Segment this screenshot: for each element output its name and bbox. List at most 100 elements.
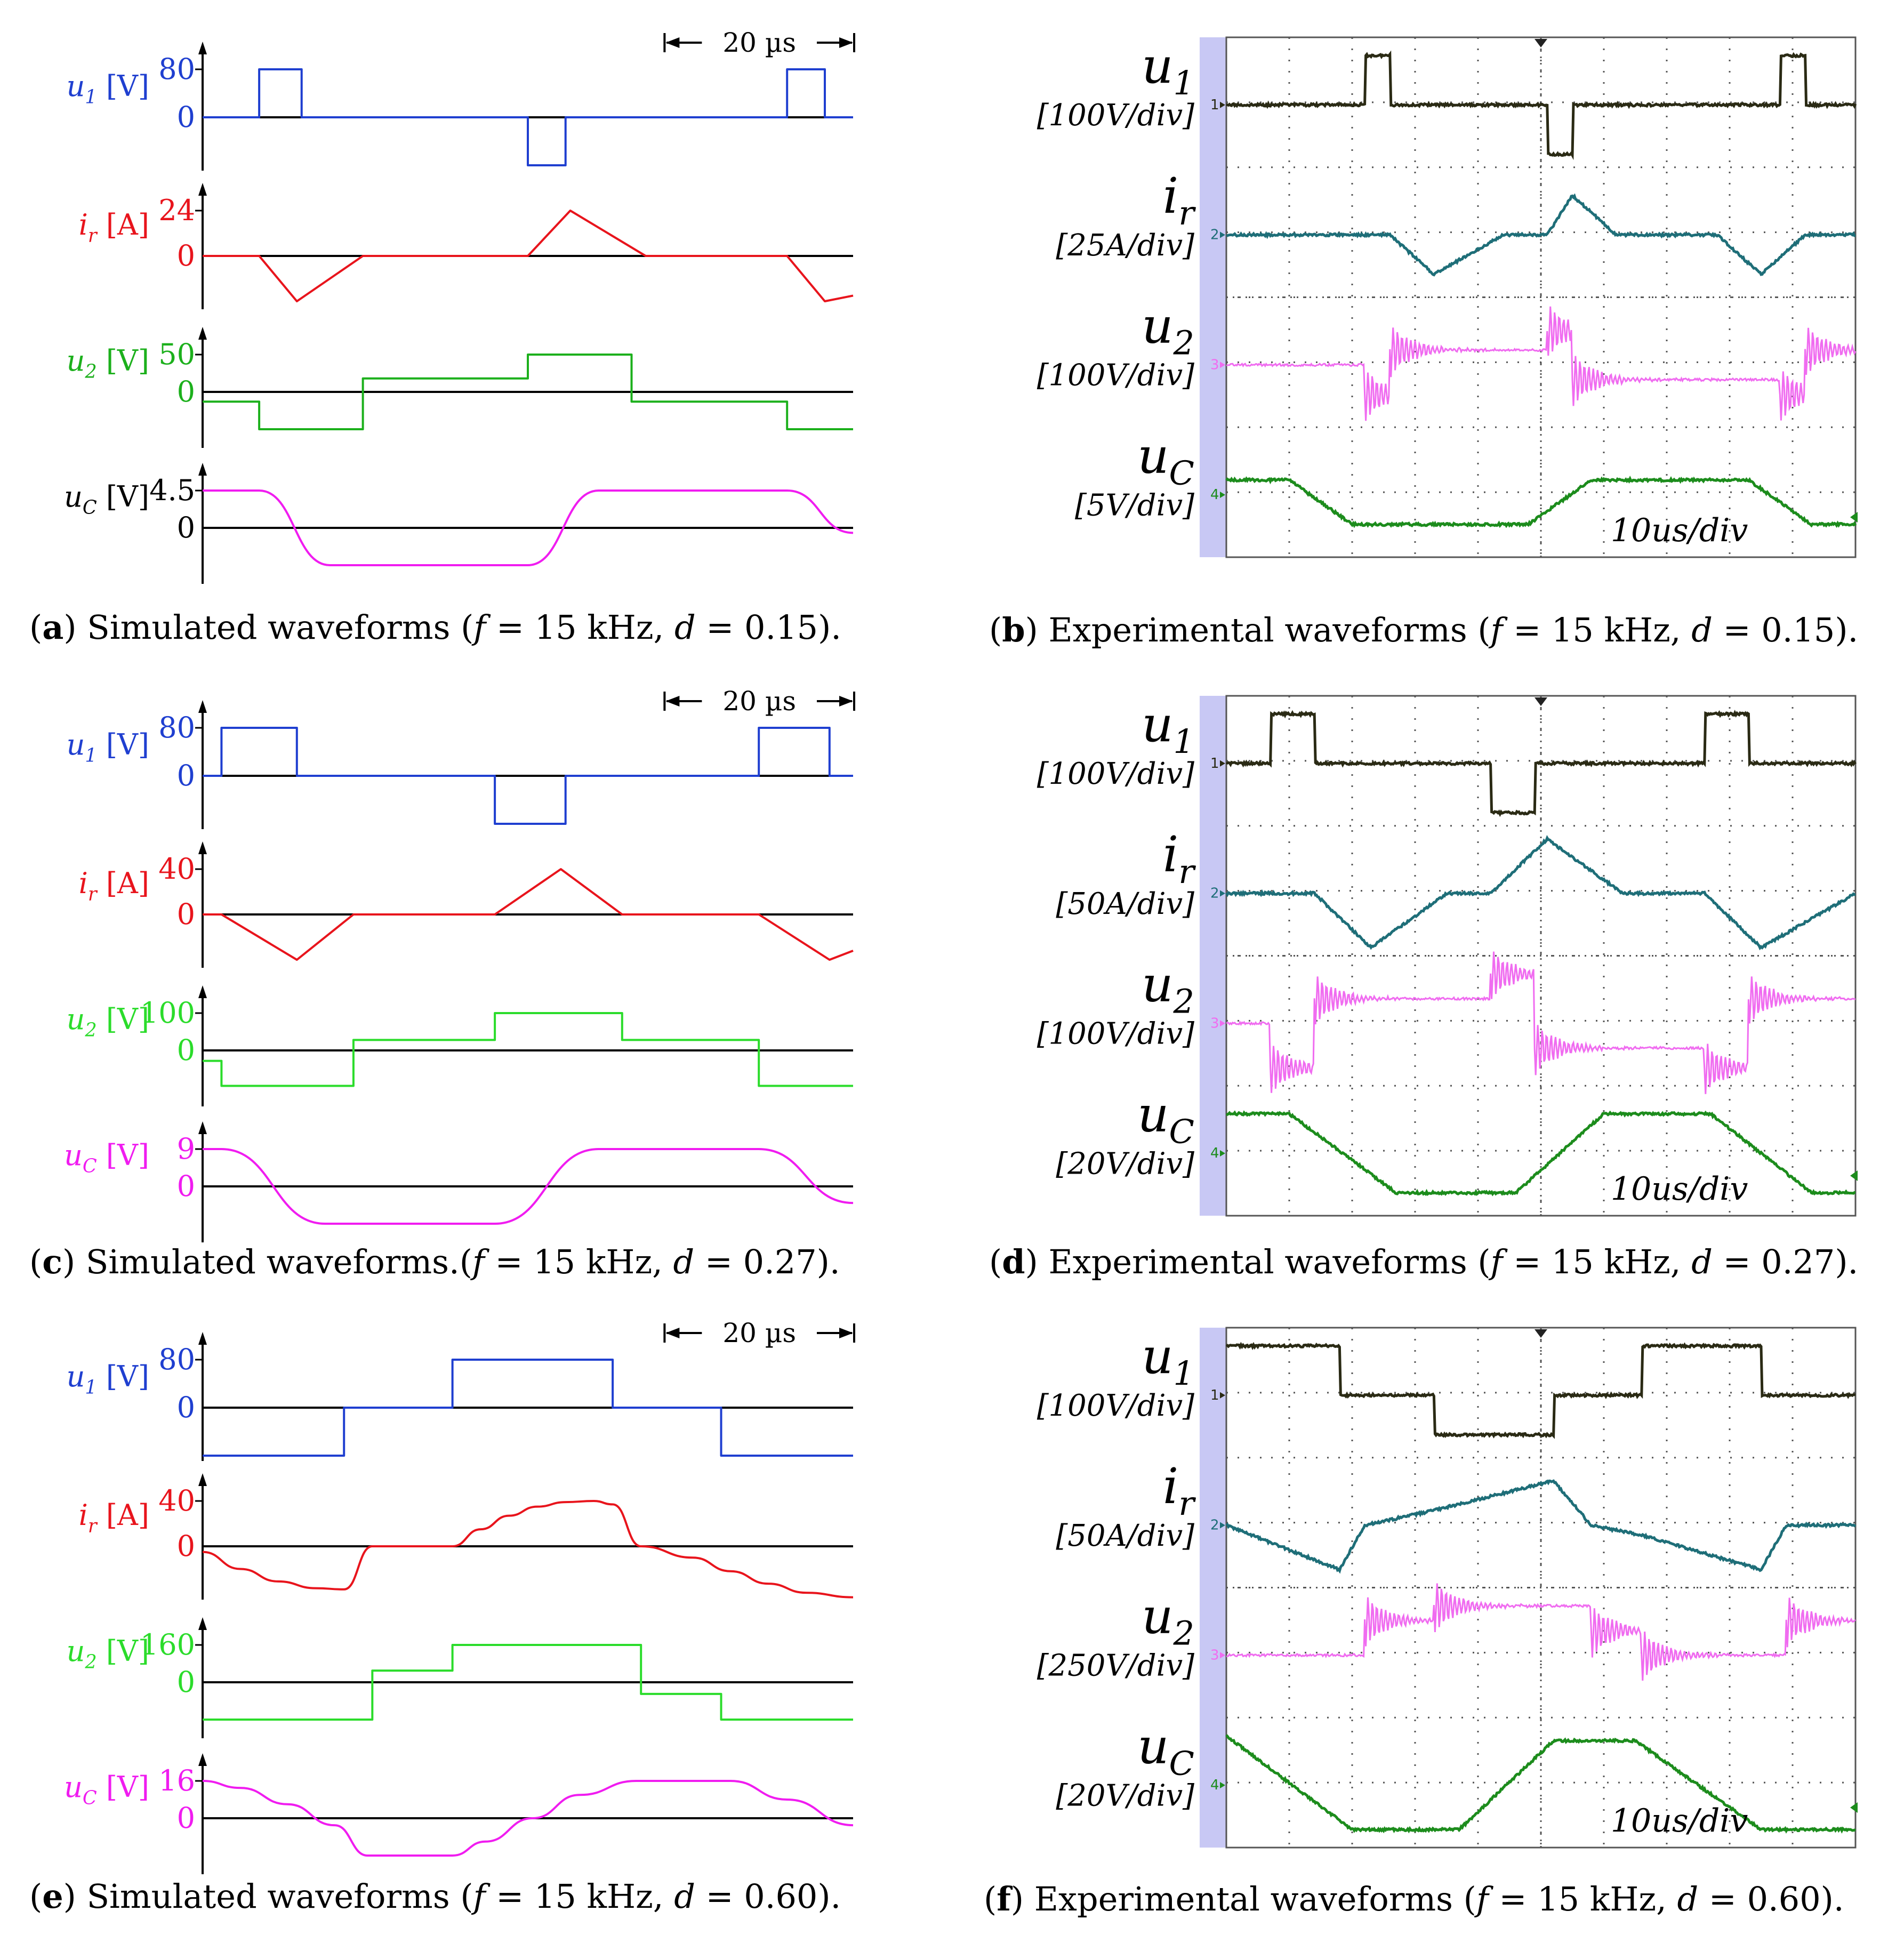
tick-label-uC: 16 (158, 1764, 195, 1797)
channel-scale-ir: [50A/div] (1056, 887, 1194, 921)
tick-label-u1: 80 (158, 1343, 195, 1376)
scope-side-strip (1200, 37, 1226, 557)
channel-marker-u2 (1220, 362, 1225, 368)
scale-bar-label: 20 µs (722, 27, 796, 58)
caption-f: (f) Experimental waveforms (f = 15 kHz, … (984, 1880, 1844, 1918)
ground-marker-right (1850, 1802, 1858, 1813)
zero-label-u1: 0 (177, 1391, 195, 1424)
caption-a: (a) Simulated waveforms (f = 15 kHz, d =… (29, 608, 841, 647)
channel-label-ir: ir [A] (79, 1498, 149, 1537)
y-axis-arrow (198, 1332, 207, 1345)
tick-label-ir: 24 (158, 194, 195, 227)
channel-marker-ir (1220, 890, 1225, 897)
y-axis-arrow (198, 1753, 207, 1766)
scope-trace-u1 (1226, 710, 1857, 817)
caption-e: (e) Simulated waveforms (f = 15 kHz, d =… (29, 1877, 841, 1916)
channel-scale-uC: [20V/div] (1056, 1146, 1194, 1181)
zero-label-ir: 0 (177, 897, 195, 931)
caption-b: (b) Experimental waveforms (f = 15 kHz, … (989, 611, 1859, 649)
y-axis-arrow (198, 463, 207, 476)
channel-label-uC: uC [V] (64, 1770, 149, 1809)
channel-symbol-uC: uC (1137, 1086, 1194, 1151)
scope-trace-u1 (1225, 1342, 1856, 1439)
scale-bar-arrow-right (839, 1328, 853, 1338)
caption-d: (d) Experimental waveforms (f = 15 kHz, … (989, 1242, 1859, 1281)
scope-trace-uC (1225, 1734, 1857, 1834)
scope-trace-ir (1225, 1479, 1857, 1574)
channel-marker-uC (1220, 492, 1225, 498)
scope-trace-u2 (1226, 1583, 1856, 1681)
channel-scale-u1: [100V/div] (1037, 98, 1194, 133)
channel-number-uC: 4 (1210, 1145, 1219, 1161)
channel-scale-ir: [25A/div] (1056, 228, 1194, 263)
waveform-ir (203, 210, 854, 302)
channel-label-u1: u1 [V] (67, 69, 149, 108)
tick-label-u1: 80 (158, 711, 195, 744)
channel-marker-ir (1220, 1522, 1225, 1529)
scale-bar-arrow-left (665, 696, 680, 706)
channel-symbol-uC: uC (1137, 1717, 1194, 1783)
channel-marker-u2 (1220, 1652, 1225, 1659)
channel-marker-u1 (1220, 1392, 1225, 1399)
panel-d-experimental: 1 u1 [100V/div] 2 ir [50A/div] 3 u2 [100V/div] 4 u… (949, 659, 1904, 1298)
tick-label-ir: 40 (158, 852, 195, 886)
tick-label-u2: 50 (158, 338, 195, 371)
chart-a-svg: 20 µs 80 0 u1 [V] 24 0 ir [A] 50 0 u2 [V] 4.5 0 uC [… (64, 27, 855, 584)
tick-label-uC: 4.5 (149, 473, 195, 507)
ground-marker-right (1850, 512, 1858, 523)
panel-c-simulated: 20 µs 80 0 u1 [V] 40 0 ir [A] 100 0 u2 [V] 9 0 uC [V… (0, 659, 928, 1298)
channel-scale-u1: [100V/div] (1037, 757, 1194, 791)
zero-label-uC: 0 (177, 511, 195, 544)
waveform-u2 (203, 1644, 853, 1721)
zero-label-u1: 0 (177, 759, 195, 792)
zero-label-uC: 0 (177, 1801, 195, 1835)
channel-label-uC: uC [V] (64, 1138, 149, 1177)
waveform-uC (202, 1780, 854, 1857)
zero-label-u1: 0 (177, 100, 195, 134)
channel-label-uC: uC [V] (64, 480, 149, 519)
channel-symbol-u1: u1 (1142, 37, 1194, 102)
scope-trace-uC (1226, 1110, 1856, 1197)
y-axis-arrow (198, 700, 207, 713)
tick-label-u2: 160 (140, 1628, 195, 1661)
scale-bar-label: 20 µs (722, 686, 796, 717)
scope-trace-ir (1225, 834, 1856, 951)
channel-scale-ir: [50A/div] (1056, 1519, 1194, 1553)
channel-scale-u2: [100V/div] (1037, 1017, 1194, 1051)
scale-bar-arrow-right (839, 37, 853, 48)
scope-d-svg: 1u1[100V/div]2ir[50A/div]3u2[100V/div]4u… (1037, 695, 1858, 1217)
scope-timebase: 10us/div (1611, 512, 1748, 549)
channel-scale-u1: [100V/div] (1037, 1388, 1194, 1423)
y-axis-arrow (198, 327, 207, 340)
channel-number-ir: 2 (1210, 227, 1219, 243)
channel-label-u1: u1 [V] (67, 1360, 149, 1399)
channel-number-uC: 4 (1210, 487, 1219, 503)
zero-label-u2: 0 (177, 1033, 195, 1067)
panel-e-simulated: 20 µs 80 0 u1 [V] 40 0 ir [A] 160 0 u2 [V] 16 0 uC [… (0, 1290, 928, 1930)
waveform-uC (203, 489, 854, 566)
scope-side-strip (1200, 696, 1226, 1216)
channel-number-ir: 2 (1210, 1518, 1219, 1533)
panel-b-experimental: 1 u1 [100V/div] 2 ir [25A/div] 3 u2 [100V/div] 4 u… (949, 0, 1904, 640)
zero-label-ir: 0 (177, 239, 195, 272)
channel-label-u2: u2 [V] (67, 1634, 149, 1673)
scope-trace-u2 (1226, 951, 1856, 1094)
scale-bar-arrow-right (839, 696, 853, 706)
channel-symbol-u1: u1 (1142, 1328, 1194, 1393)
zero-label-ir: 0 (177, 1529, 195, 1563)
trigger-marker (1535, 697, 1547, 706)
channel-symbol-ir: ir (1163, 826, 1196, 891)
scope-side-strip (1200, 1328, 1226, 1848)
scope-f-svg: 1 u1[100V/div] 2 ir[50A/div] 3 u2[250V/div] 4u… (1037, 1327, 1858, 1849)
scale-bar-arrow-left (665, 37, 680, 48)
channel-label-ir: ir [A] (79, 866, 149, 905)
scope-trace-uC (1225, 475, 1857, 528)
waveform-u1 (203, 1359, 853, 1457)
panel-a-simulated: 20 µs 80 0 u1 [V] 24 0 ir [A] 50 0 u2 [V] 4.5 0 uC [… (0, 0, 928, 640)
channel-label-u1: u1 [V] (67, 728, 149, 767)
channel-label-u2: u2 [V] (67, 344, 149, 383)
scale-bar-label: 20 µs (722, 1318, 796, 1348)
channel-symbol-u2: u2 (1142, 298, 1194, 363)
y-axis-arrow (198, 183, 207, 196)
